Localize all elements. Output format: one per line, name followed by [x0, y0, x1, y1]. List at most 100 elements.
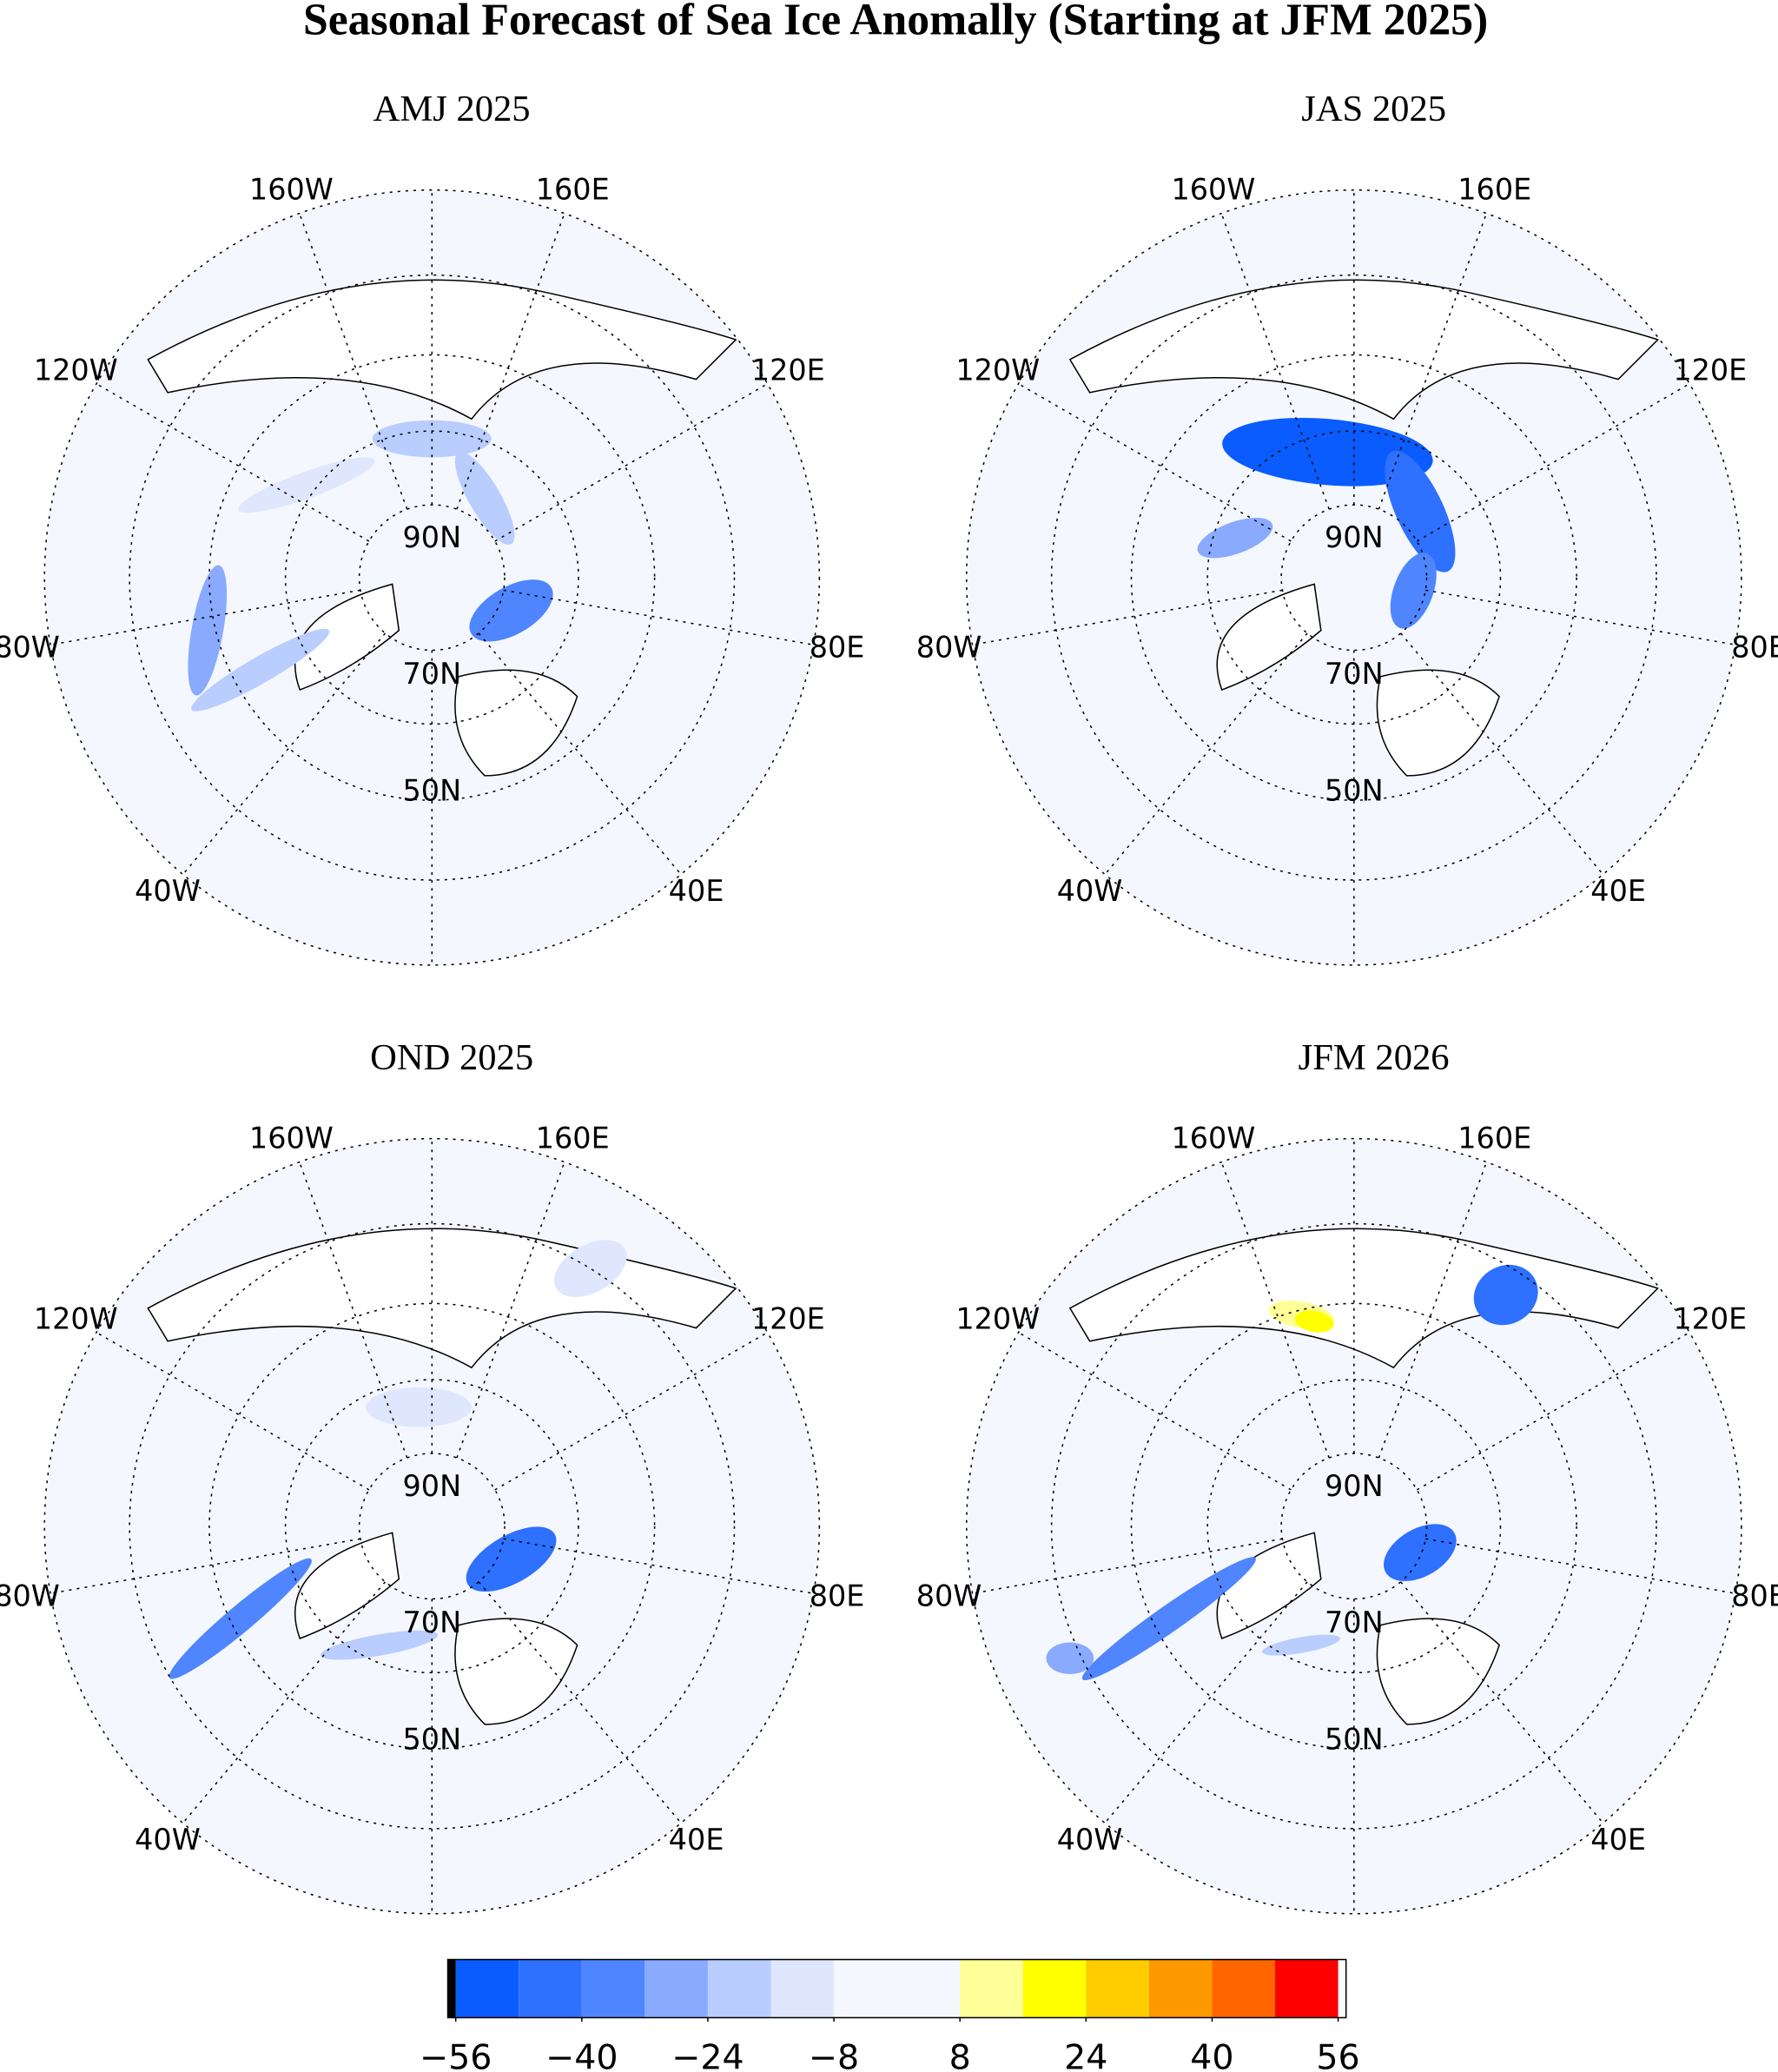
- map-panel: AMJ 2025 160W 160E 120W 120E 80W 80E 40W 40E 90N 7…: [0, 89, 865, 966]
- longitude-label: 80E: [1731, 1579, 1778, 1612]
- longitude-label: 120E: [1673, 1301, 1747, 1335]
- land: [1068, 1228, 1660, 1369]
- longitude-label: 40E: [1590, 1823, 1646, 1857]
- colorbar-segment: [960, 1959, 1023, 2018]
- land: [454, 669, 578, 777]
- longitude-label: 120E: [751, 1301, 825, 1335]
- meridian: [1425, 589, 1736, 645]
- anomaly-patch: [191, 628, 329, 712]
- latitude-label: 70N: [403, 1605, 462, 1639]
- longitude-label: 80W: [916, 630, 982, 664]
- anomaly-patch: [169, 1558, 312, 1679]
- longitude-label: 160E: [536, 1121, 610, 1155]
- colorbar-tick-label: 8: [949, 2038, 971, 2072]
- anomaly-patch: [454, 452, 515, 545]
- longitude-label: 80E: [1731, 630, 1778, 664]
- latitude-label: 90N: [403, 520, 462, 554]
- land: [1068, 279, 1660, 420]
- longitude-label: 80W: [0, 1579, 60, 1612]
- anomaly-patch: [238, 457, 375, 513]
- longitude-label: 40W: [135, 874, 201, 908]
- colorbar-segment: [1275, 1959, 1338, 2018]
- meridian: [456, 1162, 565, 1459]
- meridian: [50, 589, 361, 645]
- longitude-label: 80W: [0, 630, 60, 664]
- meridian: [299, 1162, 408, 1459]
- longitude-label: 160E: [1457, 172, 1531, 206]
- anomaly-patch: [1384, 1524, 1457, 1582]
- meridian: [182, 1581, 387, 1824]
- colorbar-segment: [770, 1959, 835, 2018]
- colorbar-end: [447, 1959, 456, 2018]
- longitude-label: 80E: [810, 1579, 865, 1612]
- latitude-label: 70N: [403, 657, 462, 691]
- meridian: [1378, 1162, 1488, 1459]
- map-panel: OND 2025 160W 160E 120W 120E 80W 80E 40W 40E 90N 7…: [0, 1037, 865, 1915]
- colorbar-segment: [1212, 1959, 1276, 2018]
- meridian: [1400, 632, 1604, 875]
- colorbar-segment: [1086, 1959, 1149, 2018]
- colorbar-segment: [644, 1959, 708, 2018]
- anomaly-patch: [1222, 417, 1433, 487]
- longitude-label: 120W: [34, 1301, 118, 1335]
- meridian: [1104, 632, 1308, 875]
- longitude-label: 160W: [249, 172, 334, 206]
- ocean-disk: [966, 1138, 1742, 1914]
- meridian: [1018, 383, 1292, 542]
- anomaly-patch: [1262, 1634, 1340, 1656]
- land: [294, 1532, 400, 1639]
- meridian: [1220, 1162, 1330, 1459]
- land: [1216, 583, 1322, 692]
- meridian: [96, 1332, 370, 1491]
- meridian: [503, 1538, 814, 1594]
- anomaly-patch: [466, 1526, 557, 1592]
- latitude-label: 70N: [1325, 1605, 1384, 1639]
- colorbar-segment: [581, 1959, 645, 2018]
- panel-title: JFM 2026: [1299, 1037, 1450, 1078]
- colorbar-tick-label: 24: [1064, 2038, 1107, 2072]
- meridian: [50, 1538, 361, 1594]
- latitude-label: 90N: [1325, 1469, 1384, 1503]
- longitude-label: 120E: [751, 354, 825, 387]
- panel-title: AMJ 2025: [373, 89, 531, 129]
- meridian: [494, 1332, 768, 1491]
- colorbar-tick-label: −40: [545, 2038, 618, 2072]
- anomaly-patch: [1385, 450, 1456, 573]
- colorbar-segment: [519, 1959, 582, 2018]
- colorbar-segment: [1148, 1959, 1213, 2018]
- anomaly-patch: [553, 1240, 627, 1298]
- colorbar-segment: [834, 1959, 897, 2018]
- ocean-disk: [44, 189, 820, 965]
- land: [147, 279, 737, 420]
- land: [454, 1618, 578, 1725]
- anomaly-patch: [1294, 1310, 1334, 1333]
- panel-title: OND 2025: [370, 1037, 533, 1078]
- colorbar-segment: [455, 1959, 519, 2018]
- meridian: [96, 383, 370, 542]
- meridian: [478, 632, 682, 875]
- map-panel: JAS 2025 160W 160E 120W 120E 80W 80E 40W 40E 90N 7…: [916, 89, 1778, 966]
- longitude-label: 40W: [1057, 1823, 1123, 1857]
- colorbar-tick-label: 56: [1316, 2038, 1359, 2072]
- latitude-label: 70N: [1325, 657, 1384, 691]
- anomaly-patch: [1046, 1642, 1094, 1675]
- latitude-circle: [208, 354, 656, 801]
- colorbar-frame: [446, 1958, 1347, 2019]
- meridian: [1400, 1581, 1604, 1824]
- longitude-label: 160W: [1171, 172, 1255, 206]
- meridian: [1220, 213, 1330, 510]
- colorbar-segment: [896, 1959, 961, 2018]
- land: [1216, 1532, 1322, 1639]
- meridian: [1425, 1538, 1736, 1594]
- latitude-circle: [43, 189, 821, 966]
- latitude-label: 90N: [1325, 520, 1384, 554]
- ocean-disk: [966, 189, 1742, 965]
- meridian: [182, 632, 387, 875]
- latitude-circle: [1130, 354, 1577, 801]
- longitude-label: 80E: [810, 630, 865, 664]
- anomaly-patch: [1197, 517, 1273, 559]
- latitude-label: 50N: [1325, 774, 1384, 808]
- figure-title: Seasonal Forecast of Sea Ice Anomally (S…: [303, 0, 1488, 44]
- latitude-circle: [965, 1137, 1742, 1915]
